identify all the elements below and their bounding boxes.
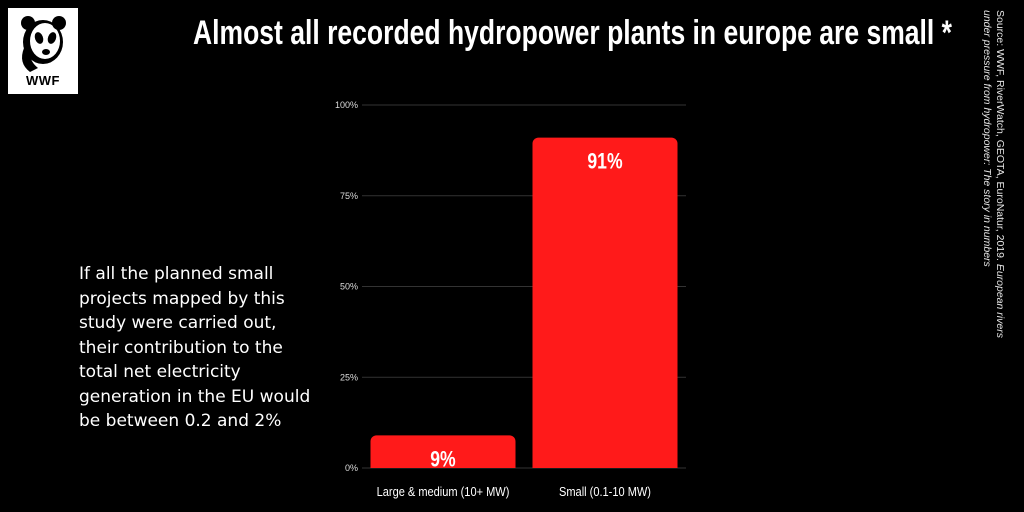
panda-icon	[21, 16, 66, 72]
y-tick-label: 50%	[340, 282, 358, 292]
bar-base	[532, 460, 678, 468]
y-tick-label: 0%	[345, 463, 358, 473]
data-label: 91%	[587, 150, 622, 174]
annotation-text: If all the planned small projects mapped…	[79, 264, 311, 431]
bar	[532, 137, 678, 469]
logo-text: WWF	[26, 73, 60, 88]
bar-base	[370, 460, 516, 468]
data-label: 9%	[430, 448, 456, 472]
source-publication: European rivers under pressure from hydr…	[981, 10, 1006, 338]
bar	[370, 435, 516, 468]
source-note: Source: WWF, RiverWatch, GEOTA, EuroNatu…	[980, 10, 1006, 340]
x-tick-label: Large & medium (10+ MW)	[377, 484, 510, 499]
y-tick-label: 25%	[340, 372, 358, 382]
source-prefix: Source: WWF, RiverWatch, GEOTA, EuroNatu…	[994, 10, 1006, 264]
y-tick-label: 75%	[340, 191, 358, 201]
y-tick-label: 100%	[335, 100, 358, 110]
wwf-logo: WWF	[8, 8, 78, 94]
x-tick-label: Small (0.1-10 MW)	[559, 484, 651, 499]
